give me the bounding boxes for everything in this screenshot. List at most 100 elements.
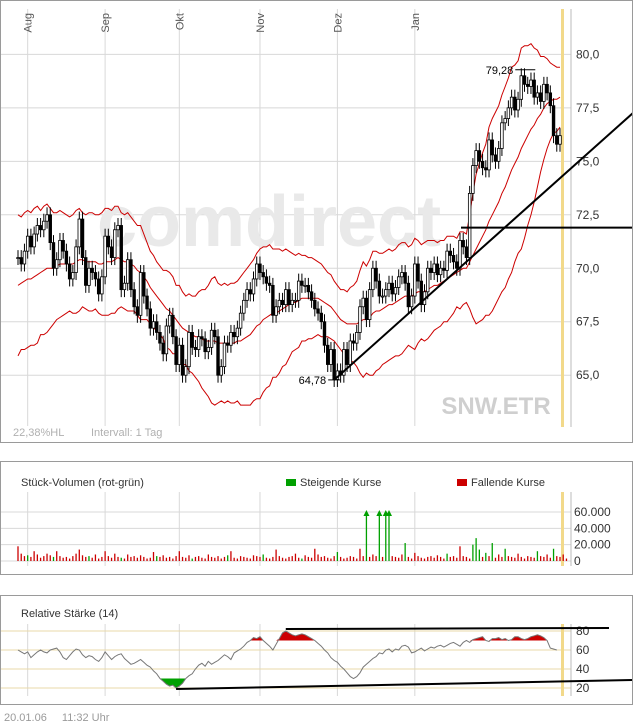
candle-body — [551, 105, 556, 137]
candle-body — [122, 282, 127, 291]
candle-body — [519, 75, 523, 100]
candle-body — [274, 306, 278, 316]
candle-body — [277, 299, 282, 308]
candle-body — [461, 240, 465, 248]
candle-body — [326, 344, 330, 365]
candle-body — [406, 282, 411, 308]
candle-body — [151, 321, 156, 329]
y-tick-label: 80,0 — [576, 47, 600, 61]
candle-body — [174, 336, 178, 365]
current-day-highlight — [561, 492, 564, 566]
candle-body — [403, 272, 407, 284]
volume-tick-label: 0 — [574, 554, 581, 568]
candle-body — [345, 349, 349, 365]
candle-body — [84, 257, 88, 286]
candle-body — [142, 272, 146, 297]
candle-body — [484, 167, 488, 171]
candle-body — [384, 289, 388, 297]
candle-body — [271, 284, 275, 316]
candle-body — [319, 312, 323, 323]
bollinger-lower — [17, 126, 561, 406]
candle-body — [500, 122, 504, 149]
candle-body — [367, 289, 372, 320]
candle-body — [364, 297, 369, 320]
candle-body — [235, 327, 240, 338]
rsi-support-line — [176, 679, 634, 690]
candle-body — [432, 263, 436, 273]
volume-tick-label: 40.000 — [574, 521, 611, 535]
candle-body — [313, 299, 317, 310]
candle-body — [180, 344, 185, 376]
candle-body — [309, 291, 314, 301]
candle-body — [103, 235, 107, 278]
candle-body — [45, 214, 49, 222]
candle-body — [380, 295, 385, 298]
candle-body — [184, 366, 188, 376]
candle-body — [245, 289, 249, 301]
candle-body — [145, 295, 149, 310]
candle-body — [487, 139, 491, 171]
candle-body — [67, 263, 72, 280]
volume-overflow-arrow — [363, 510, 370, 516]
high-label: 79,28 — [486, 65, 514, 77]
low-label: 64,78 — [299, 375, 327, 387]
candle-body — [409, 295, 414, 308]
candle-body — [238, 312, 243, 329]
candle-body — [322, 321, 327, 346]
candle-body — [442, 267, 446, 271]
candle-body — [203, 338, 207, 353]
candle-body — [426, 267, 430, 293]
candle-body — [22, 250, 27, 265]
candle-body — [358, 306, 362, 333]
candle-body — [497, 148, 501, 162]
candle-body — [177, 344, 182, 365]
candle-body — [419, 280, 423, 306]
candle-body — [548, 92, 553, 107]
candle-body — [429, 267, 433, 273]
candle-body — [196, 336, 201, 350]
candle-body — [532, 79, 536, 98]
candle-body — [148, 308, 152, 329]
candle-body — [125, 259, 130, 284]
candle-body — [474, 150, 478, 167]
y-tick-label: 70,0 — [576, 261, 600, 275]
candle-body — [555, 135, 559, 145]
candle-body — [171, 314, 175, 338]
candle-body — [400, 272, 404, 278]
candle-body — [38, 225, 43, 231]
support-trendline — [333, 111, 634, 381]
y-tick-label: 72,5 — [576, 208, 600, 222]
candle-body — [351, 340, 356, 344]
candle-body — [164, 325, 169, 355]
candle-body — [545, 83, 549, 94]
candle-body — [464, 246, 469, 258]
info-hl: 22,38%HL — [13, 427, 64, 439]
candle-body — [538, 92, 543, 102]
candle-body — [219, 366, 223, 376]
candle-body — [458, 240, 462, 269]
candle-body — [206, 346, 211, 353]
candle-body — [119, 225, 123, 291]
candle-body — [342, 349, 346, 376]
candle-body — [61, 240, 65, 252]
month-label: Okt — [174, 13, 186, 30]
candle-body — [416, 263, 420, 282]
candle-body — [258, 263, 262, 273]
month-label: Dez — [332, 13, 344, 33]
candle-body — [493, 154, 498, 162]
footer-time: 11:32 Uhr — [61, 712, 110, 724]
candle-body — [167, 314, 172, 327]
candle-body — [106, 235, 111, 248]
candle-body — [393, 287, 398, 295]
candle-body — [116, 225, 120, 231]
candle-body — [25, 235, 30, 252]
candle-body — [284, 289, 288, 306]
candle-body — [455, 261, 459, 269]
candle-body — [135, 306, 140, 316]
candle-body — [138, 272, 143, 316]
legend-down-swatch — [457, 479, 467, 486]
candle-body — [232, 332, 236, 338]
candle-body — [229, 332, 233, 346]
candle-body — [209, 329, 214, 348]
candle-body — [48, 214, 52, 243]
